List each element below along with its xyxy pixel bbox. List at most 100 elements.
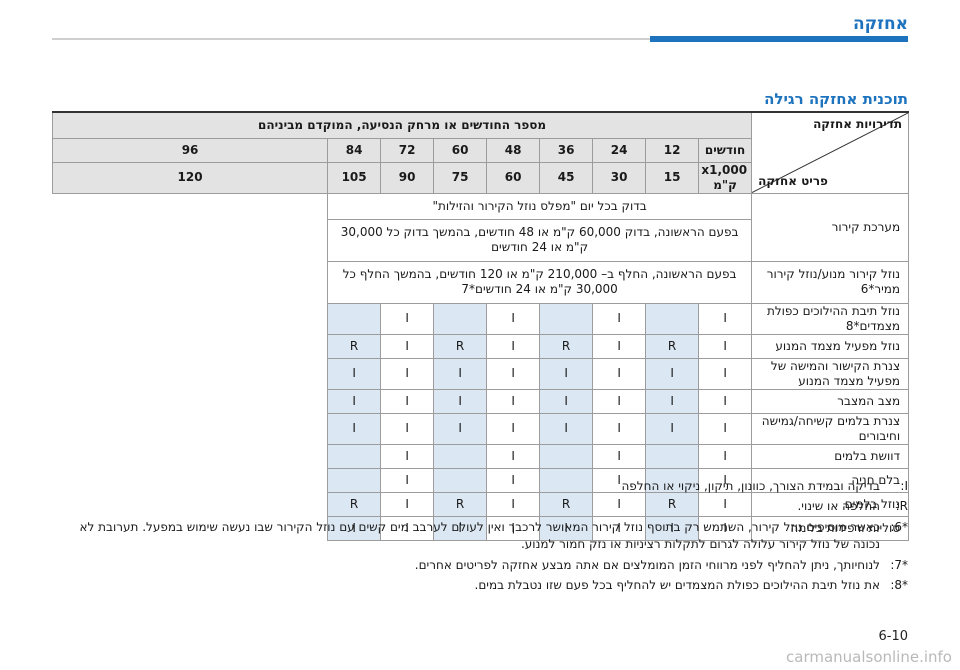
note-text: בדיקה ובמידת הצורך, כוונון, תיקון, ניקוי… [621, 479, 880, 493]
schedule-cell: I [380, 333, 435, 359]
schedule-cell: I [486, 388, 541, 414]
schedule-cell: I [327, 388, 382, 414]
schedule-cell: R [327, 333, 382, 359]
schedule-cell: I [539, 357, 594, 390]
schedule-cell: I [645, 412, 700, 445]
note-item: *6: כאשר מוסיפים נוזל קירור, השתמש רק בתו… [52, 519, 908, 554]
schedule-cell: R [433, 333, 488, 359]
schedule-cell: I [698, 357, 753, 390]
row-label: סוליות ורפידות בלימה [751, 515, 910, 541]
row-label: מערכת קירור [751, 192, 910, 262]
schedule-cell: I [327, 412, 382, 445]
schedule-cell: I [698, 412, 753, 445]
table-row: בפעם הראשונה, בדוק 60,000 ק"מ או 48 חודש… [53, 218, 909, 262]
table-row: דוושת בלמים I I I I [53, 443, 910, 469]
table-row: נוזל קירור מנוע/נוזל קירור ממיר*6 בפעם הר… [53, 260, 910, 304]
schedule-cell: I [380, 388, 435, 414]
row-description: בדוק בכל יום "מפלס נוזל הקירור והזילות" [327, 192, 753, 220]
maintenance-table: תדירויות אחזקה פריט אחזקה מספר החודשים או … [51, 111, 910, 541]
row-label: דוושת בלמים [751, 443, 910, 469]
km-value: 45 [539, 161, 594, 194]
schedule-cell: I [380, 302, 435, 335]
table-row: צנרת הקישור והמישה של מפעיל מצמד המנוע I I… [53, 357, 910, 390]
row-label: צנרת בלמים קשיחה/גמישה וחיבורים [751, 412, 910, 445]
table-row: נוזל מפעיל מצמד המנוע I R I R I R I R [53, 333, 910, 359]
row-label: נוזל תיבת ההילוכים כפולת מצמדים*8 [751, 302, 910, 335]
schedule-cell: I [327, 515, 382, 541]
header-item-label: פריט אחזקה [758, 173, 828, 188]
schedule-cell: I [698, 491, 753, 517]
note-key: *8: [890, 577, 908, 592]
months-value: 24 [592, 137, 647, 163]
note-text: כאשר מוסיפים נוזל קירור, השתמש רק בתוסף … [79, 519, 880, 552]
schedule-cell: R [539, 333, 594, 359]
note-text: החלפה או שינוי. [797, 499, 880, 514]
table-row: מערכת קירור בדוק בכל יום "מפלס נוזל הקירו… [53, 192, 910, 262]
note-key: *6: [890, 519, 908, 534]
schedule-cell [433, 302, 488, 335]
schedule-cell [327, 302, 382, 335]
schedule-cell [539, 467, 594, 493]
schedule-cell: I [592, 388, 647, 414]
schedule-cell: I [539, 515, 594, 541]
km-value: 105 [327, 161, 382, 194]
table-row: נוזל תיבת ההילוכים כפולת מצמדים*8 I I I I [53, 302, 910, 335]
watermark-text: carmanualsonline.info [786, 648, 952, 666]
km-value: 90 [380, 161, 435, 194]
schedule-cell: I [380, 412, 435, 445]
months-value: 36 [539, 137, 594, 163]
schedule-cell: I [592, 515, 647, 541]
months-value: 60 [433, 137, 488, 163]
schedule-cell: I [486, 333, 541, 359]
table-row: צנרת בלמים קשיחה/גמישה וחיבורים I I I I I I I I [53, 412, 910, 445]
schedule-cell: I [486, 302, 541, 335]
schedule-cell: I [486, 467, 541, 493]
schedule-cell: I [380, 467, 435, 493]
header-frequency-label: תדירויות אחזקה [813, 117, 903, 131]
schedule-cell: I [592, 357, 647, 390]
schedule-cell: I [645, 357, 700, 390]
months-value: 12 [645, 137, 700, 163]
header-span-title: מספר החודשים או מרחק הנסיעה, המוקדם מבינ… [51, 111, 753, 139]
schedule-cell: I [327, 357, 382, 390]
table-row: בלם חניה I I I I [53, 467, 910, 493]
schedule-cell: R [433, 491, 488, 517]
note-item: *7: לנוחיותך, ניתן להחליף לפני מרווחי הזמ… [52, 557, 908, 574]
months-value: 84 [327, 137, 382, 163]
top-rule [52, 38, 908, 40]
schedule-cell: I [433, 412, 488, 445]
km-value: 120 [51, 161, 329, 194]
schedule-cell: I [486, 515, 541, 541]
row-label: נוזל קירור מנוע/נוזל קירור ממיר*6 [751, 260, 910, 304]
row-description: בפעם הראשונה, החלף ב– 210,000 ק"מ או 120… [327, 260, 753, 304]
schedule-cell: R [645, 333, 700, 359]
schedule-cell: I [380, 357, 435, 390]
km-label: x1,000 ק"מ [698, 161, 753, 194]
schedule-cell: I [645, 388, 700, 414]
table-subtitle: תוכנית אחזקה רגילה [764, 90, 908, 108]
note-key: I: [900, 479, 908, 493]
km-value: 15 [645, 161, 700, 194]
km-value: 75 [433, 161, 488, 194]
schedule-cell [539, 302, 594, 335]
schedule-cell: R [645, 491, 700, 517]
schedule-cell [327, 467, 382, 493]
schedule-cell: I [380, 515, 435, 541]
schedule-cell [433, 443, 488, 469]
km-value: 30 [592, 161, 647, 194]
note-key: *7: [890, 557, 908, 572]
schedule-cell: I [592, 333, 647, 359]
schedule-cell: I [539, 412, 594, 445]
schedule-cell [645, 467, 700, 493]
header-corner-cell: תדירויות אחזקה פריט אחזקה [751, 111, 910, 194]
months-label: חודשים [698, 137, 753, 163]
note-item: I: בדיקה ובמידת הצורך, כוונון, תיקון, ניק… [52, 478, 908, 495]
schedule-cell: I [592, 302, 647, 335]
schedule-cell: I [486, 491, 541, 517]
top-rule-accent [650, 36, 908, 42]
months-value: 48 [486, 137, 541, 163]
schedule-cell: I [486, 412, 541, 445]
schedule-cell: I [698, 302, 753, 335]
months-value: 72 [380, 137, 435, 163]
months-value: 96 [51, 137, 329, 163]
